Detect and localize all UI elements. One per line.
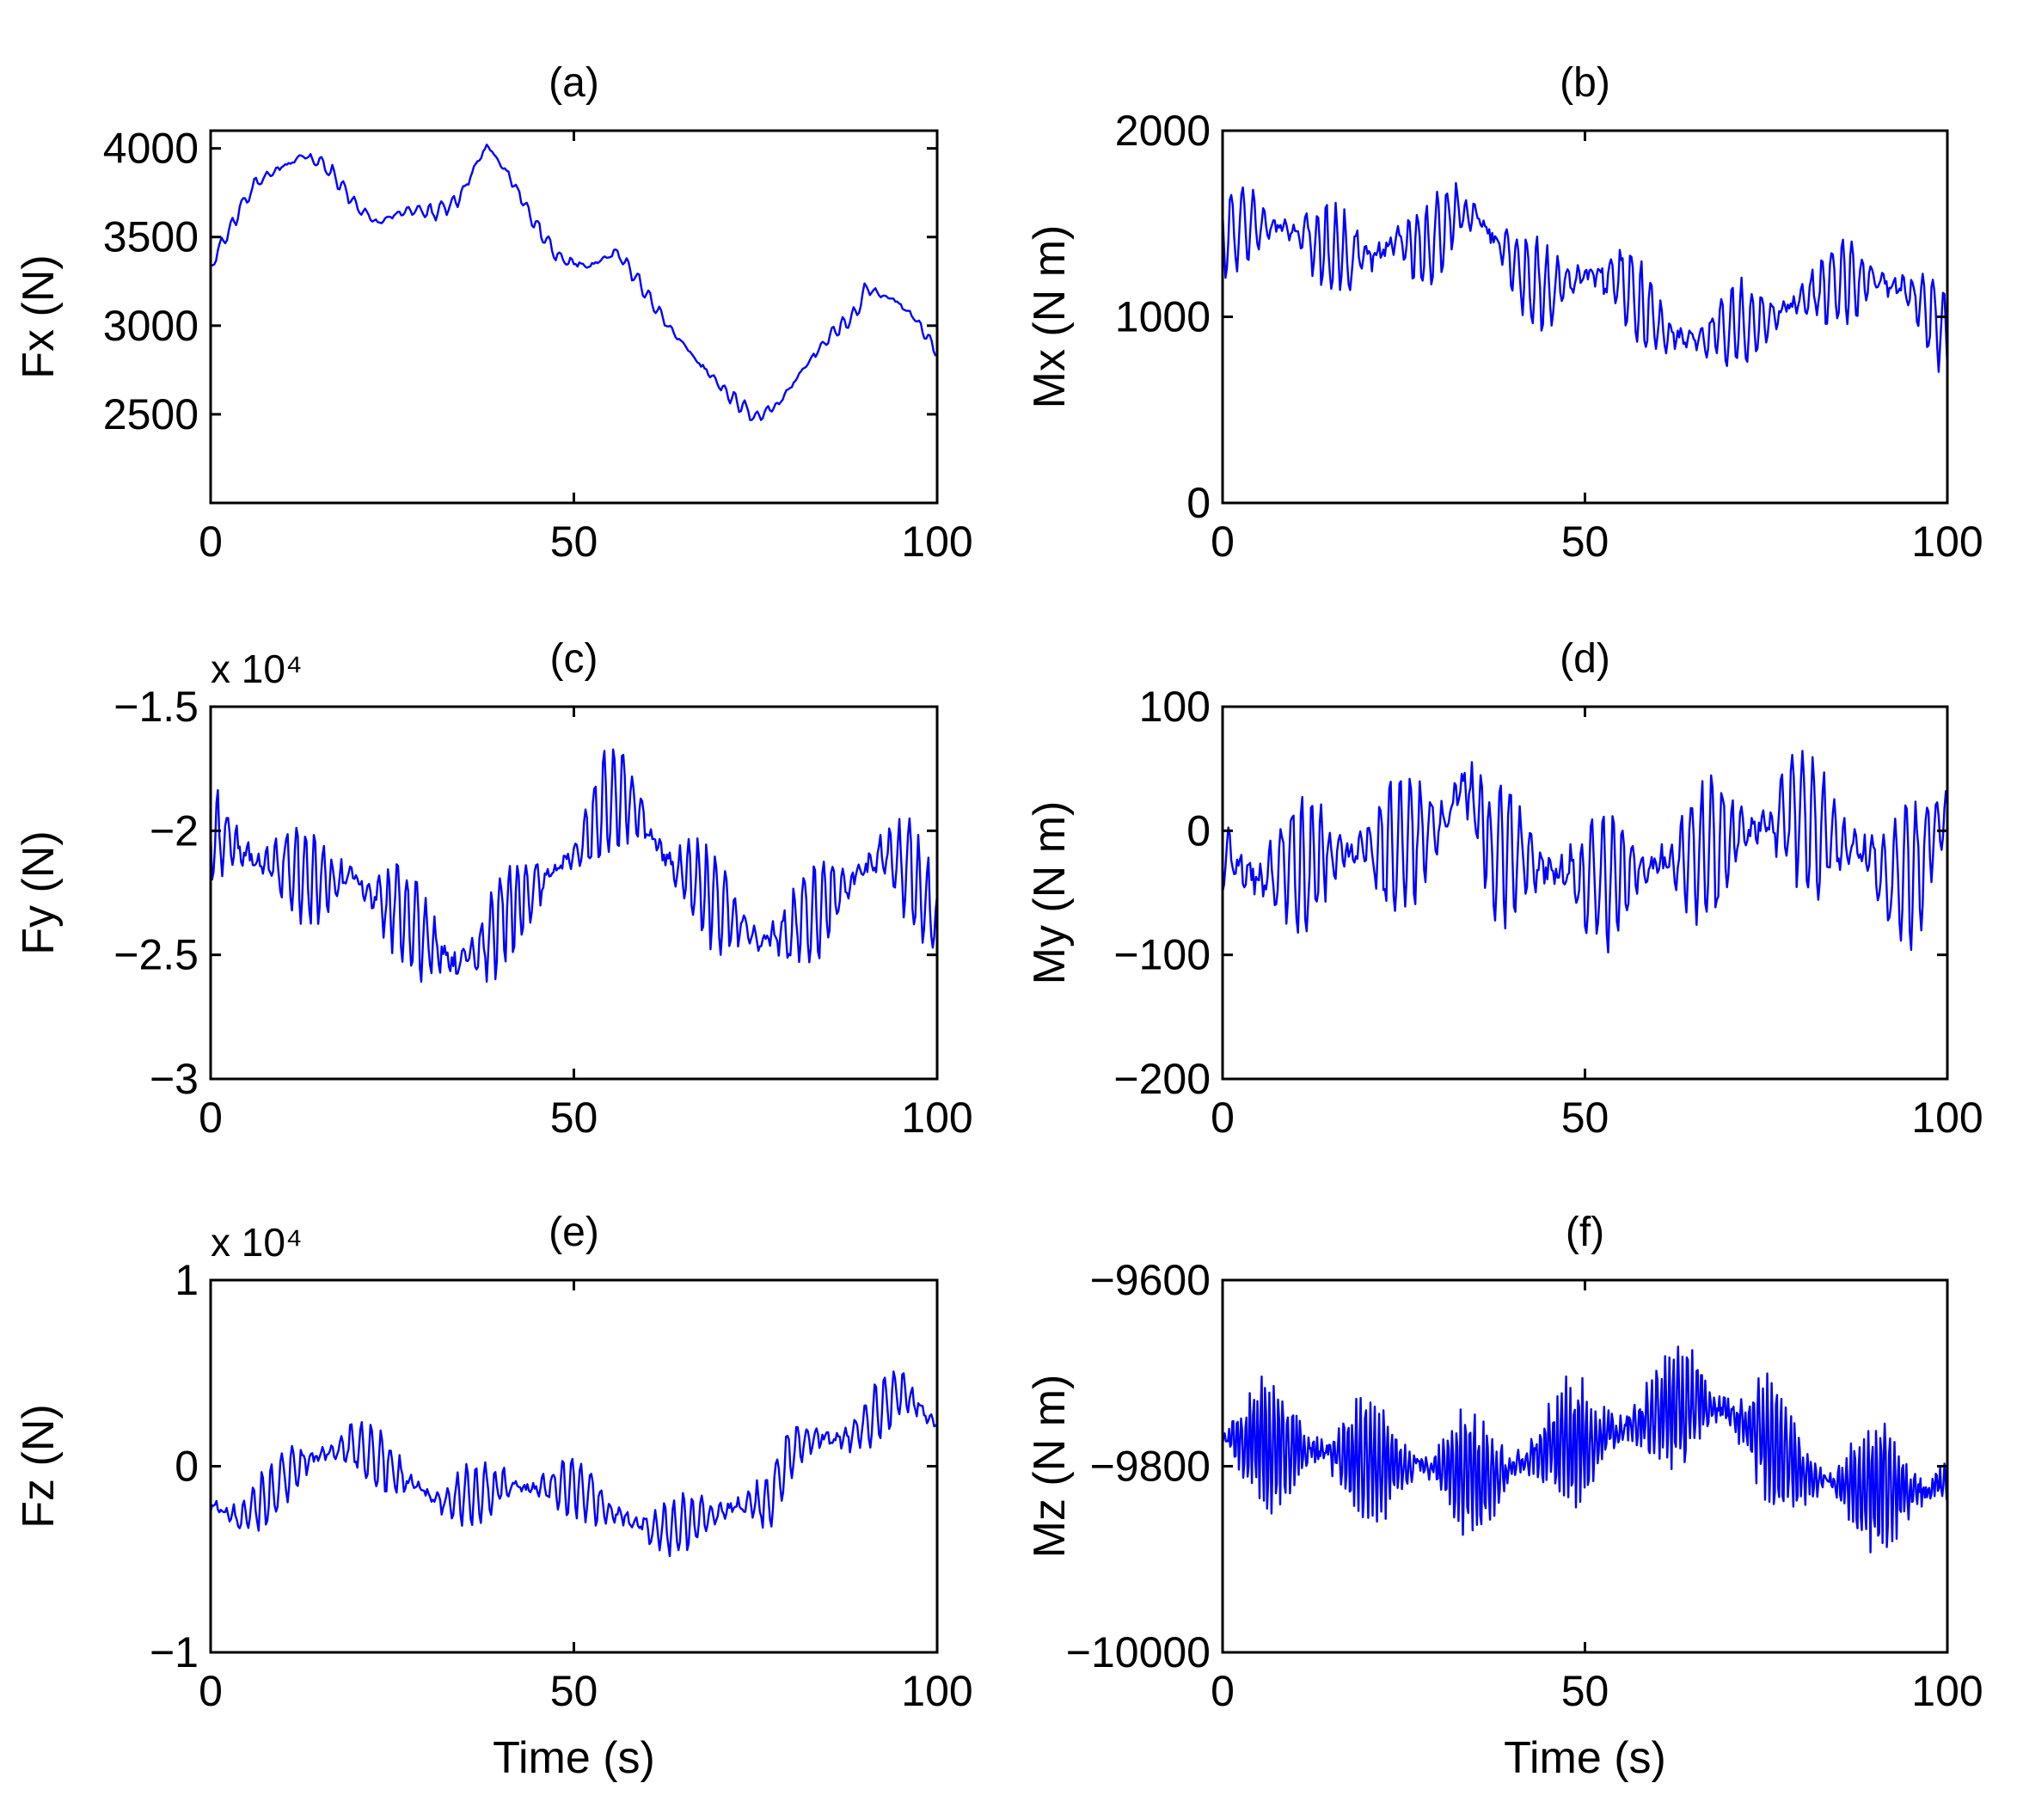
x-tick-label-d-0: 0 xyxy=(1211,1094,1235,1142)
x-tick-label-a-0: 0 xyxy=(199,518,223,566)
y-tick-label-c-0: −3 xyxy=(150,1055,199,1103)
x-tick-label-a-1: 50 xyxy=(550,518,598,566)
y-tick-label-f-0: −10000 xyxy=(1066,1628,1211,1676)
y-tick-label-d-0: −200 xyxy=(1113,1055,1211,1103)
panel-a: 0 50 100 2500 3000 3500 4000 (a) Fx (N) xyxy=(14,60,973,566)
x-tick-label-f-0: 0 xyxy=(1211,1667,1235,1715)
x-axis-label-e: Time (s) xyxy=(493,1733,655,1783)
x-tick-label-e-2: 100 xyxy=(901,1667,972,1715)
x-tick-label-f-1: 50 xyxy=(1561,1667,1609,1715)
panel-title-f: (f) xyxy=(1566,1210,1604,1255)
y-tick-label-a-3: 4000 xyxy=(103,125,199,173)
x-tick-label-b-1: 50 xyxy=(1561,518,1609,566)
y-axis-label-e: Fz (N) xyxy=(14,1404,64,1528)
panel-title-e: (e) xyxy=(549,1210,599,1255)
y-tick-label-e-1: 0 xyxy=(175,1443,199,1491)
y-tick-label-e-2: 1 xyxy=(175,1256,199,1304)
x-tick-label-d-1: 50 xyxy=(1561,1094,1609,1142)
y-axis-label-f: Mz (N m) xyxy=(1025,1375,1075,1559)
series-line-f xyxy=(1221,1345,1948,1553)
x-axis-label-f: Time (s) xyxy=(1504,1733,1666,1783)
y-tick-label-b-1: 1000 xyxy=(1115,293,1211,341)
panel-title-b: (b) xyxy=(1560,60,1610,106)
x-tick-label-b-0: 0 xyxy=(1211,518,1235,566)
panel-f: 0 50 100 −10000 −9800 −9600 (f) Mz (N m) Time (s… xyxy=(1025,1210,1983,1783)
x-tick-label-a-2: 100 xyxy=(901,518,972,566)
x-tick-label-c-2: 100 xyxy=(901,1094,972,1142)
panel-c: 0 50 100 −3 −2.5 −2 −1.5 (c) x 10⁴ Fy (N) xyxy=(14,636,973,1142)
y-tick-label-d-3: 100 xyxy=(1139,683,1211,731)
y-tick-label-f-2: −9600 xyxy=(1090,1256,1211,1304)
y-tick-label-e-0: −1 xyxy=(150,1628,199,1676)
exponent-label-c: x 10⁴ xyxy=(211,646,303,691)
series-line-d xyxy=(1221,750,1949,954)
panel-title-a: (a) xyxy=(549,60,599,106)
axes-frame-a xyxy=(209,129,939,505)
x-tick-label-b-2: 100 xyxy=(1911,518,1983,566)
y-tick-label-c-3: −1.5 xyxy=(113,683,199,731)
exponent-label-e: x 10⁴ xyxy=(211,1220,303,1265)
y-tick-label-d-1: −100 xyxy=(1113,931,1211,979)
y-tick-label-f-1: −9800 xyxy=(1090,1443,1211,1491)
y-tick-label-a-1: 3000 xyxy=(103,302,199,350)
series-line-b xyxy=(1221,181,1949,373)
x-tick-label-f-2: 100 xyxy=(1911,1667,1983,1715)
series-line-a xyxy=(210,143,938,421)
series-line-e xyxy=(209,1370,938,1558)
y-axis-label-a: Fx (N) xyxy=(14,254,64,378)
panel-title-d: (d) xyxy=(1560,636,1610,682)
x-tick-label-d-2: 100 xyxy=(1911,1094,1983,1142)
panel-title-c: (c) xyxy=(550,636,598,682)
y-tick-label-b-0: 0 xyxy=(1186,479,1211,527)
y-tick-label-a-2: 3500 xyxy=(103,213,199,261)
x-tick-label-c-1: 50 xyxy=(550,1094,598,1142)
y-tick-label-b-2: 2000 xyxy=(1115,107,1211,155)
y-tick-label-c-2: −2 xyxy=(150,806,199,855)
y-tick-label-a-0: 2500 xyxy=(103,390,199,438)
x-tick-label-c-0: 0 xyxy=(199,1094,223,1142)
y-axis-label-b: Mx (N m) xyxy=(1025,225,1075,409)
y-tick-label-c-1: −2.5 xyxy=(113,931,199,979)
x-tick-label-e-0: 0 xyxy=(199,1667,223,1715)
y-tick-label-d-2: 0 xyxy=(1186,806,1211,855)
panel-d: 0 50 100 −200 −100 0 100 (d) My (N m) xyxy=(1025,636,1983,1142)
series-line-c xyxy=(209,748,939,984)
y-axis-label-d: My (N m) xyxy=(1025,801,1075,985)
y-axis-label-c: Fy (N) xyxy=(14,830,64,954)
x-tick-label-e-1: 50 xyxy=(550,1667,598,1715)
